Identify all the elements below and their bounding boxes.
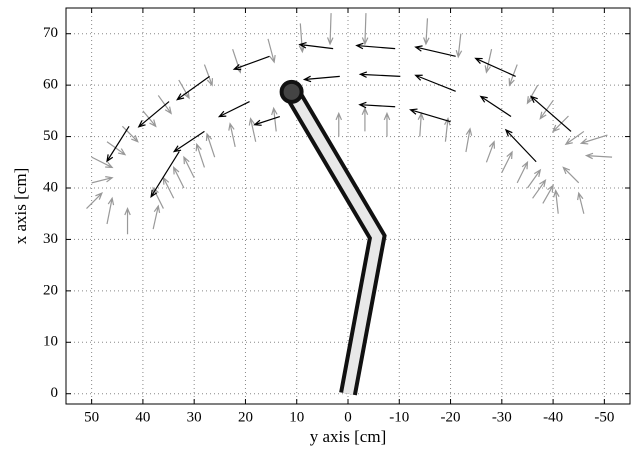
quiver-arrow xyxy=(552,115,569,133)
quiver-arrow xyxy=(455,33,463,59)
quiver-arrow xyxy=(248,117,257,142)
quiver-arrow xyxy=(355,42,396,50)
quiver-arrow xyxy=(157,95,173,115)
quiver-arrow xyxy=(584,152,613,160)
y-tick-label: 60 xyxy=(43,77,58,93)
arm-link xyxy=(287,89,383,395)
quiver-arrow xyxy=(485,140,496,163)
quiver-arrow xyxy=(86,192,103,209)
quiver-arrow xyxy=(271,106,278,132)
quiver-arrow xyxy=(529,95,572,132)
y-axis-label: x axis [cm] xyxy=(11,168,30,244)
quiver-arrow xyxy=(195,142,206,168)
quiver-arrow xyxy=(176,75,210,101)
quiver-arrow xyxy=(501,150,513,173)
quiver-arrow xyxy=(409,108,451,123)
x-tick-label: -20 xyxy=(441,409,461,425)
x-tick-label: -10 xyxy=(389,409,409,425)
quiver-arrow xyxy=(205,132,216,158)
quiver-arrow xyxy=(152,204,161,230)
quiver-arrow xyxy=(474,57,516,77)
quiver-arrow xyxy=(532,179,547,199)
quiver-arrow xyxy=(121,125,139,143)
quiver-arrow xyxy=(358,71,401,78)
quiver-arrow xyxy=(579,134,608,145)
y-tick-label: 40 xyxy=(43,179,58,195)
y-tick-label: 50 xyxy=(43,128,58,144)
quiver-arrow xyxy=(526,168,542,189)
quiver-arrow xyxy=(150,151,180,199)
y-tick-label: 30 xyxy=(43,231,58,247)
quiver-arrow xyxy=(516,160,529,184)
quiver-arrow xyxy=(267,38,276,64)
quiver-arrow xyxy=(183,155,195,178)
quiver-arrow xyxy=(465,127,473,153)
x-tick-label: -40 xyxy=(543,409,563,425)
x-tick-label: 20 xyxy=(238,409,253,425)
quiver-arrow xyxy=(253,115,280,126)
quiver-arrow xyxy=(203,64,214,87)
quiver-arrow xyxy=(137,101,170,128)
quiver-arrow xyxy=(562,166,580,184)
quiver-arrow xyxy=(232,55,270,71)
axes-box xyxy=(65,7,631,405)
x-tick-label: 0 xyxy=(344,409,352,425)
quiver-arrow xyxy=(91,176,114,184)
quiver-arrow xyxy=(302,75,340,83)
quiver-arrow xyxy=(577,191,585,214)
quiver-arrow xyxy=(526,84,539,105)
x-tick-label: -50 xyxy=(594,409,614,425)
quiver-arrow xyxy=(106,125,130,163)
quiver-arrow xyxy=(106,196,115,225)
quiver-arrow xyxy=(504,128,537,163)
quiver-arrow xyxy=(361,106,369,132)
quiver-arrow xyxy=(217,101,250,118)
quiver-arrow xyxy=(298,42,334,50)
quiver-arrow xyxy=(228,122,236,147)
x-axis-label: y axis [cm] xyxy=(310,427,386,446)
quiver-arrow xyxy=(383,111,391,137)
x-tick-label: 30 xyxy=(187,409,202,425)
quiver-arrow xyxy=(564,130,585,146)
x-tick-label: 10 xyxy=(289,409,304,425)
quiver-arrow xyxy=(361,13,369,46)
quiver-arrow xyxy=(423,18,430,46)
y-tick-label: 0 xyxy=(51,385,59,401)
quiver-arrow xyxy=(172,130,205,153)
quiver-arrow xyxy=(178,79,190,100)
y-tick-label: 70 xyxy=(43,25,58,41)
quiver-arrow xyxy=(444,117,451,142)
quiver-arrow xyxy=(484,49,493,74)
quiver-arrow xyxy=(172,166,185,189)
quiver-arrow xyxy=(326,13,334,46)
quiver-arrow xyxy=(542,184,554,204)
quiver-arrow xyxy=(414,74,456,92)
quiver-arrow xyxy=(335,111,343,137)
y-tick-label: 10 xyxy=(43,334,58,350)
quiver-arrow xyxy=(414,45,456,57)
x-tick-label: 40 xyxy=(135,409,150,425)
y-tick-label: 20 xyxy=(43,282,58,298)
x-tick-label: 50 xyxy=(84,409,99,425)
quiver-arrow xyxy=(553,189,560,214)
quiver-arrow xyxy=(479,95,512,118)
quiver-arrow xyxy=(91,156,114,169)
plot-area xyxy=(66,8,630,404)
x-tick-label: -30 xyxy=(492,409,512,425)
quiver-arrow xyxy=(358,101,396,109)
quiver-arrow xyxy=(124,207,131,235)
end-effector xyxy=(279,79,304,104)
